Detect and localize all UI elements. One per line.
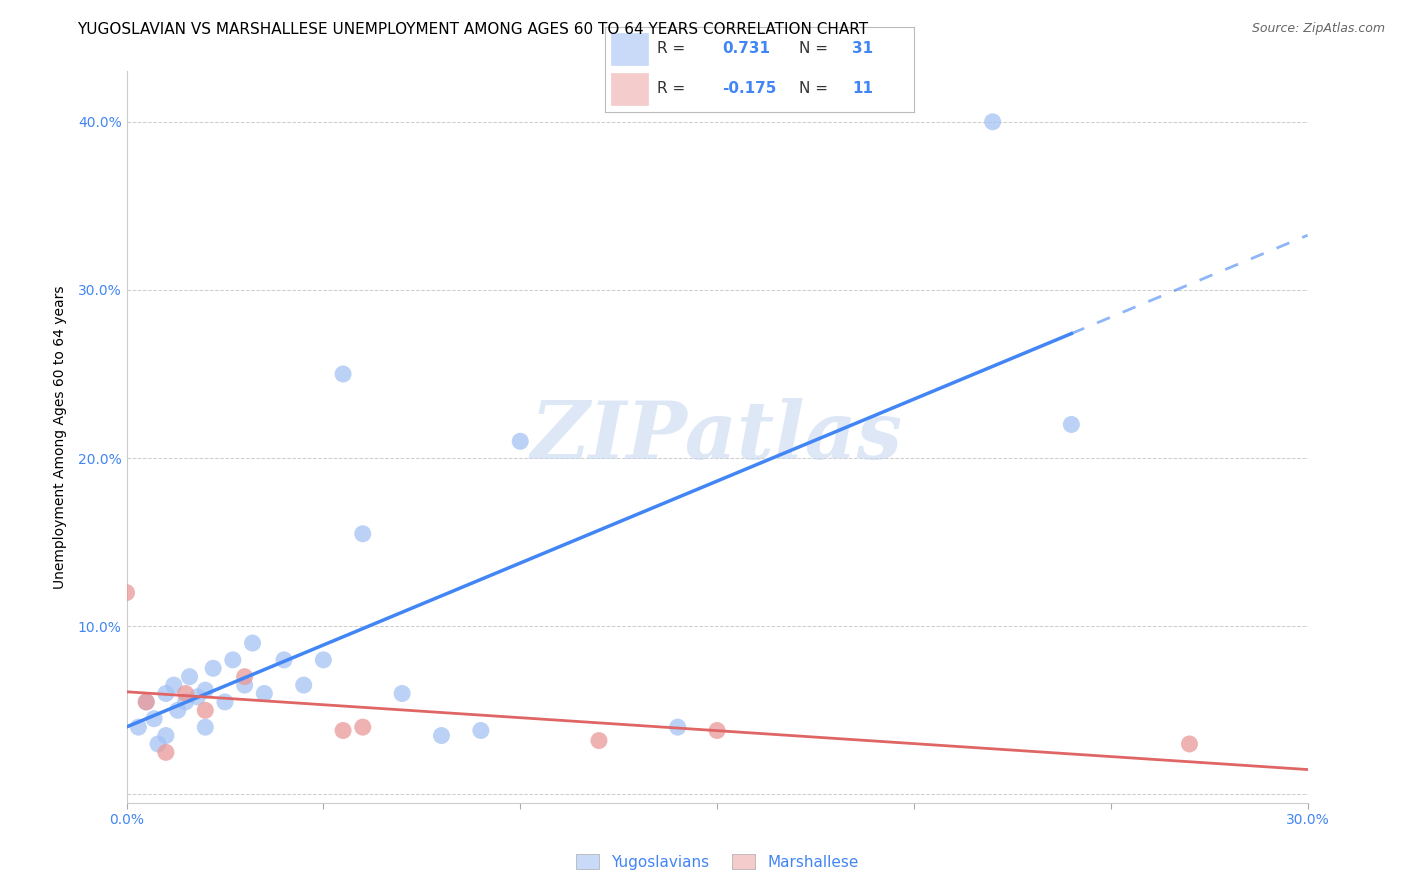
Point <box>135 695 157 709</box>
Point <box>155 686 177 700</box>
Point <box>233 670 256 684</box>
Point <box>127 720 149 734</box>
Text: ZIPatlas: ZIPatlas <box>531 399 903 475</box>
Point <box>666 720 689 734</box>
FancyBboxPatch shape <box>610 33 648 65</box>
Point <box>194 703 217 717</box>
Point <box>1060 417 1083 432</box>
Point <box>174 686 197 700</box>
Point <box>981 115 1004 129</box>
Point <box>242 636 264 650</box>
Point <box>194 720 217 734</box>
Y-axis label: Unemployment Among Ages 60 to 64 years: Unemployment Among Ages 60 to 64 years <box>52 285 66 589</box>
Point <box>509 434 531 449</box>
Point <box>253 686 276 700</box>
Text: 0.731: 0.731 <box>723 41 770 56</box>
Text: 11: 11 <box>852 81 873 96</box>
Point <box>222 653 245 667</box>
Point <box>194 683 217 698</box>
Point <box>186 690 208 704</box>
Point <box>430 729 453 743</box>
Legend: Yugoslavians, Marshallese: Yugoslavians, Marshallese <box>569 847 865 876</box>
Point <box>146 737 169 751</box>
Point <box>163 678 186 692</box>
Point <box>391 686 413 700</box>
Point <box>273 653 295 667</box>
Text: N =: N = <box>800 81 828 96</box>
Point <box>1178 737 1201 751</box>
Point <box>166 703 188 717</box>
Point <box>115 585 138 599</box>
FancyBboxPatch shape <box>610 72 648 104</box>
Text: YUGOSLAVIAN VS MARSHALLESE UNEMPLOYMENT AMONG AGES 60 TO 64 YEARS CORRELATION CH: YUGOSLAVIAN VS MARSHALLESE UNEMPLOYMENT … <box>77 22 869 37</box>
Point <box>332 723 354 738</box>
Point <box>470 723 492 738</box>
Point <box>233 678 256 692</box>
Point <box>588 733 610 747</box>
Point <box>332 367 354 381</box>
Point <box>312 653 335 667</box>
Text: N =: N = <box>800 41 828 56</box>
Point <box>202 661 225 675</box>
Point <box>174 695 197 709</box>
Point <box>135 695 157 709</box>
Text: -0.175: -0.175 <box>723 81 776 96</box>
Text: Source: ZipAtlas.com: Source: ZipAtlas.com <box>1251 22 1385 36</box>
Point <box>292 678 315 692</box>
Text: R =: R = <box>657 81 685 96</box>
Point <box>179 670 201 684</box>
Point <box>155 745 177 759</box>
Text: 31: 31 <box>852 41 873 56</box>
Point <box>143 712 166 726</box>
Point <box>706 723 728 738</box>
Text: R =: R = <box>657 41 685 56</box>
Point <box>214 695 236 709</box>
Point <box>352 720 374 734</box>
Point <box>155 729 177 743</box>
Point <box>352 526 374 541</box>
